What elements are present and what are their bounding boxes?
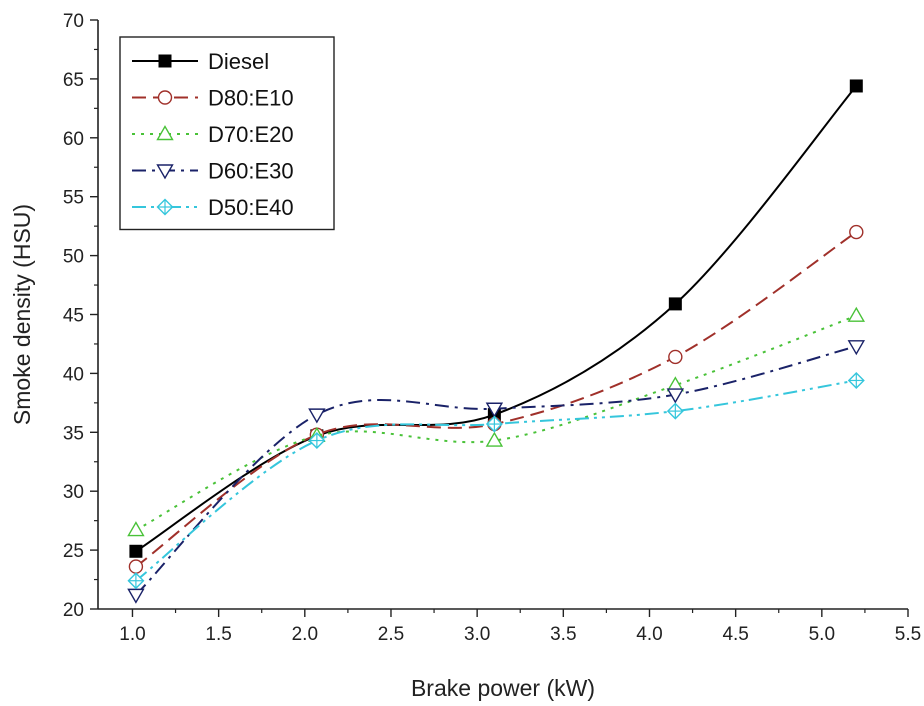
data-point-d50-e40 [847,371,865,389]
series-d60-e30 [127,340,866,604]
legend-label-d70-e20: D70:E20 [208,122,294,147]
y-tick-label: 35 [63,423,84,444]
y-tick-label: 40 [63,364,84,385]
data-point-d80-e10 [128,559,144,574]
x-tick-label: 2.5 [378,624,404,645]
legend-marker-d70-e20 [156,125,174,141]
x-tick-label: 1.0 [119,624,145,645]
x-axis-title: Brake power (kW) [411,675,595,701]
data-point-d50-e40 [485,415,503,433]
x-tick-label: 3.5 [550,624,576,645]
data-point-d50-e40 [308,432,326,450]
series-line-d60-e30 [135,345,857,596]
legend-label-diesel: Diesel [208,49,269,74]
y-tick-label: 25 [63,541,84,562]
x-tick-label: 5.0 [809,624,835,645]
data-point-d80-e10 [668,349,683,365]
data-point-diesel [129,544,143,558]
tick-marks [90,19,909,617]
series-line-d80-e10 [135,231,857,568]
x-tick-label: 1.5 [205,624,231,645]
y-tick-label: 55 [63,188,84,209]
y-tick-label: 65 [63,70,84,91]
data-point-diesel [668,297,682,311]
data-point-d70-e20 [847,306,866,322]
legend-marker-d80-e10 [157,90,173,105]
data-point-d60-e30 [666,388,685,404]
data-point-d60-e30 [847,340,866,356]
y-tick-label: 20 [63,600,84,621]
legend-box [119,36,335,231]
y-tick-label: 45 [63,306,84,327]
legend-label-d80-e10: D80:E10 [208,86,294,111]
data-point-d50-e40 [666,402,684,420]
x-tick-label: 3.0 [464,624,490,645]
legend-marker-d60-e30 [156,164,174,180]
data-point-d80-e10 [849,224,864,240]
tick-labels: 1.0 1.5 2.0 2.5 3.0 3.5 4.0 4.5 5.0 5.5 20 25 30 35 40… [63,11,921,645]
data-point-d70-e20 [127,521,145,537]
data-point-d50-e40 [127,572,145,590]
legend-marker-diesel [158,54,172,68]
x-tick-label: 2.0 [292,624,318,645]
x-tick-label: 4.0 [636,624,662,645]
data-point-d60-e30 [308,408,326,424]
y-tick-label: 70 [63,11,84,32]
y-tick-label: 30 [63,482,84,503]
data-point-diesel [849,79,863,93]
x-tick-label: 4.5 [722,624,748,645]
y-tick-label: 60 [63,129,84,150]
data-point-d70-e20 [485,431,504,447]
data-point-d60-e30 [127,588,145,604]
data-series [127,79,866,604]
legend-label-d50-e40: D50:E40 [208,195,294,220]
legend-marker-d50-e40 [156,198,174,216]
legend: Diesel D80:E10 D70:E20 D60:E30 D50:E40 [119,36,335,231]
series-d50-e40 [127,371,865,590]
y-axis-title: Smoke density (HSU) [9,204,35,425]
x-tick-label: 5.5 [895,624,921,645]
legend-label-d60-e30: D60:E30 [208,159,294,184]
data-point-d60-e30 [485,402,504,418]
y-tick-label: 50 [63,247,84,268]
